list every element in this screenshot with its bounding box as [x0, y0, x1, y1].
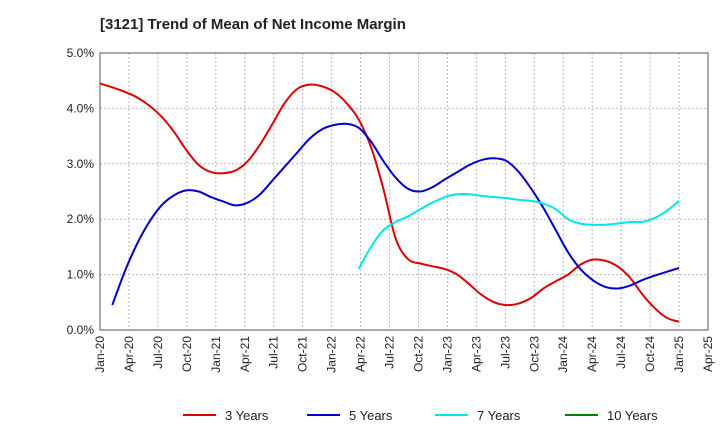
- legend-label: 3 Years: [225, 408, 269, 423]
- y-tick-label: 3.0%: [67, 157, 95, 171]
- x-tick-label: Jul-24: [614, 336, 628, 369]
- x-tick-label: Oct-23: [527, 336, 541, 372]
- x-tick-label: Oct-21: [296, 336, 310, 372]
- x-tick-label: Apr-23: [469, 336, 483, 372]
- x-tick-label: Jan-25: [672, 336, 686, 373]
- x-tick-label: Jan-20: [93, 336, 107, 373]
- x-tick-label: Jul-20: [151, 336, 165, 369]
- series-line-2: [111, 122, 680, 306]
- x-tick-label: Apr-25: [701, 336, 715, 372]
- y-tick-label: 1.0%: [67, 268, 95, 282]
- legend-label: 10 Years: [607, 408, 658, 423]
- y-tick-label: 4.0%: [67, 101, 95, 115]
- y-tick-label: 0.0%: [67, 323, 95, 337]
- plot-border: [99, 52, 709, 331]
- y-tick-label: 5.0%: [67, 46, 95, 60]
- x-tick-label: Jan-23: [440, 336, 454, 373]
- x-tick-label: Oct-20: [180, 336, 194, 372]
- x-tick-label: Jan-24: [556, 336, 570, 373]
- x-tick-label: Jul-22: [383, 336, 397, 369]
- series-line-3: [357, 192, 680, 270]
- y-axis: 0.0% 1.0% 2.0% 3.0% 4.0% 5.0%: [67, 46, 95, 337]
- x-tick-label: Jan-21: [209, 336, 223, 373]
- x-tick-label: Apr-22: [354, 336, 368, 372]
- x-tick-label: Jul-21: [267, 336, 281, 369]
- x-tick-label: Apr-20: [122, 336, 136, 372]
- y-tick-label: 2.0%: [67, 212, 95, 226]
- x-tick-label: Jul-23: [498, 336, 512, 369]
- series-lines: [99, 82, 680, 323]
- legend: 3 Years 5 Years 7 Years 10 Years: [183, 408, 658, 423]
- x-axis: Jan-20 Apr-20 Jul-20 Oct-20 Jan-21 Apr-21 Jul-…: [93, 336, 715, 373]
- plot-frame: [99, 52, 709, 331]
- legend-label: 7 Years: [477, 408, 521, 423]
- x-tick-label: Oct-22: [411, 336, 425, 372]
- x-tick-label: Jan-22: [325, 336, 339, 373]
- chart-title: [3121] Trend of Mean of Net Income Margi…: [100, 16, 406, 33]
- legend-label: 5 Years: [349, 408, 393, 423]
- x-tick-label: Apr-24: [585, 336, 599, 372]
- series-line-1: [99, 82, 680, 323]
- x-tick-label: Apr-21: [238, 336, 252, 372]
- x-tick-label: Oct-24: [643, 336, 657, 372]
